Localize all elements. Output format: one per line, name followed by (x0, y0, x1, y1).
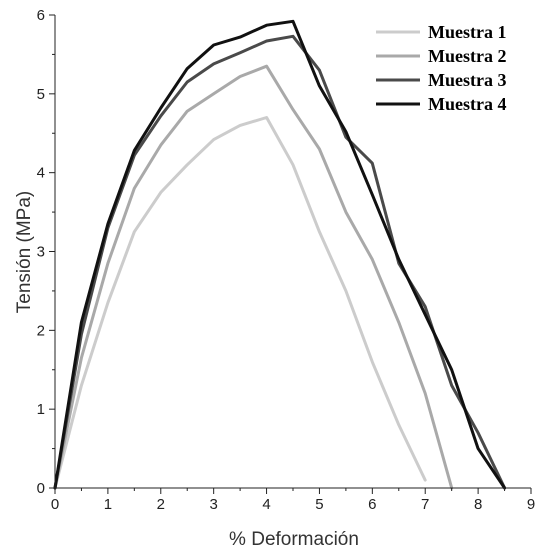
x-tick-label: 6 (368, 496, 376, 513)
series-line-2 (53, 64, 454, 490)
legend-label-2: Muestra 2 (428, 46, 506, 66)
y-tick-label: 5 (37, 86, 45, 103)
plot-area (53, 19, 507, 490)
y-tick-label: 0 (37, 480, 45, 497)
x-tick-label: 5 (315, 496, 323, 513)
series-line-3 (53, 34, 507, 490)
y-tick-label: 3 (37, 244, 45, 261)
legend-label-1: Muestra 1 (428, 22, 506, 42)
legend-label-4: Muestra 4 (428, 94, 506, 114)
y-tick-label: 1 (37, 401, 45, 418)
x-tick-label: 1 (104, 496, 112, 513)
x-tick-label: 9 (527, 496, 535, 513)
axes: 0 1 2 3 4 5 6 7 8 9 0 1 2 3 4 5 6 (37, 7, 536, 513)
x-tick-label: 7 (421, 496, 429, 513)
series-line-4 (53, 19, 507, 490)
y-tick-label: 4 (37, 165, 45, 182)
x-tick-label: 8 (474, 496, 482, 513)
series-line-1 (53, 116, 427, 490)
legend: Muestra 1 Muestra 2 Muestra 3 Muestra 4 (376, 22, 506, 114)
y-axis-title: Tensión (MPa) (14, 191, 35, 314)
x-tick-label: 3 (209, 496, 217, 513)
y-tick-label: 6 (37, 7, 45, 24)
x-tick-label: 0 (51, 496, 59, 513)
legend-label-3: Muestra 3 (428, 70, 506, 90)
x-axis-title: % Deformación (229, 529, 359, 550)
x-tick-label: 4 (262, 496, 270, 513)
y-tick-label: 2 (37, 322, 45, 339)
x-tick-label: 2 (157, 496, 165, 513)
